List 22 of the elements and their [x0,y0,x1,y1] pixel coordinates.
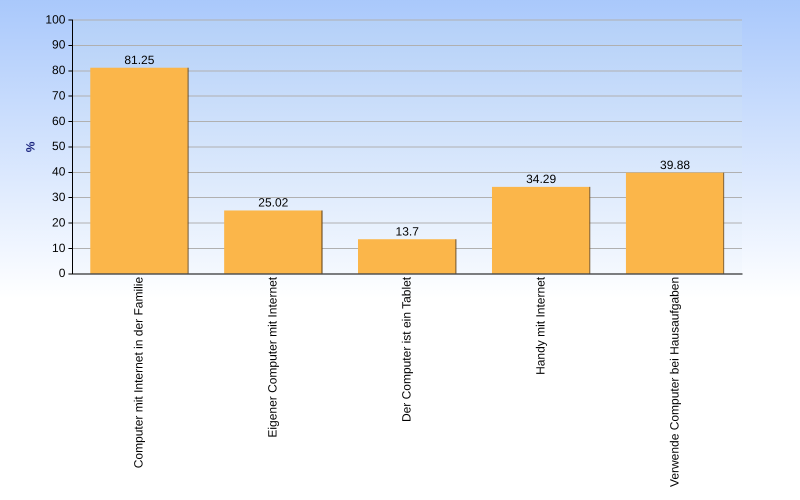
y-tick-label: 10 [52,240,66,255]
x-tick-label: Handy mit Internet [533,276,548,375]
x-tick-label: Verwende Computer bei Hausaufgaben [667,276,682,487]
y-tick-label: 70 [52,88,66,102]
y-tick-label: 60 [52,114,66,128]
y-tick-label: 100 [45,12,66,26]
y-tick-label: 90 [52,38,66,52]
x-tick-label: Computer mit Internet in der Familie [132,276,146,468]
data-label: 13.7 [396,224,420,238]
x-tick-label: Eigener Computer mit Internet [266,276,280,438]
y-tick-label: 0 [58,266,66,280]
x-tick-label: Der Computer ist ein Tablet [400,276,414,422]
data-label: 39.88 [660,158,690,172]
y-axis-title: % [24,141,38,152]
data-label: 81.25 [124,52,155,67]
data-label: 25.02 [258,196,289,210]
data-label: 34.29 [526,172,556,186]
y-tick-label: 20 [52,215,66,230]
y-tick-label: 80 [52,63,66,78]
y-tick-label: 30 [52,190,66,204]
y-tick-label: 40 [52,164,66,179]
y-tick-label: 50 [52,139,66,154]
